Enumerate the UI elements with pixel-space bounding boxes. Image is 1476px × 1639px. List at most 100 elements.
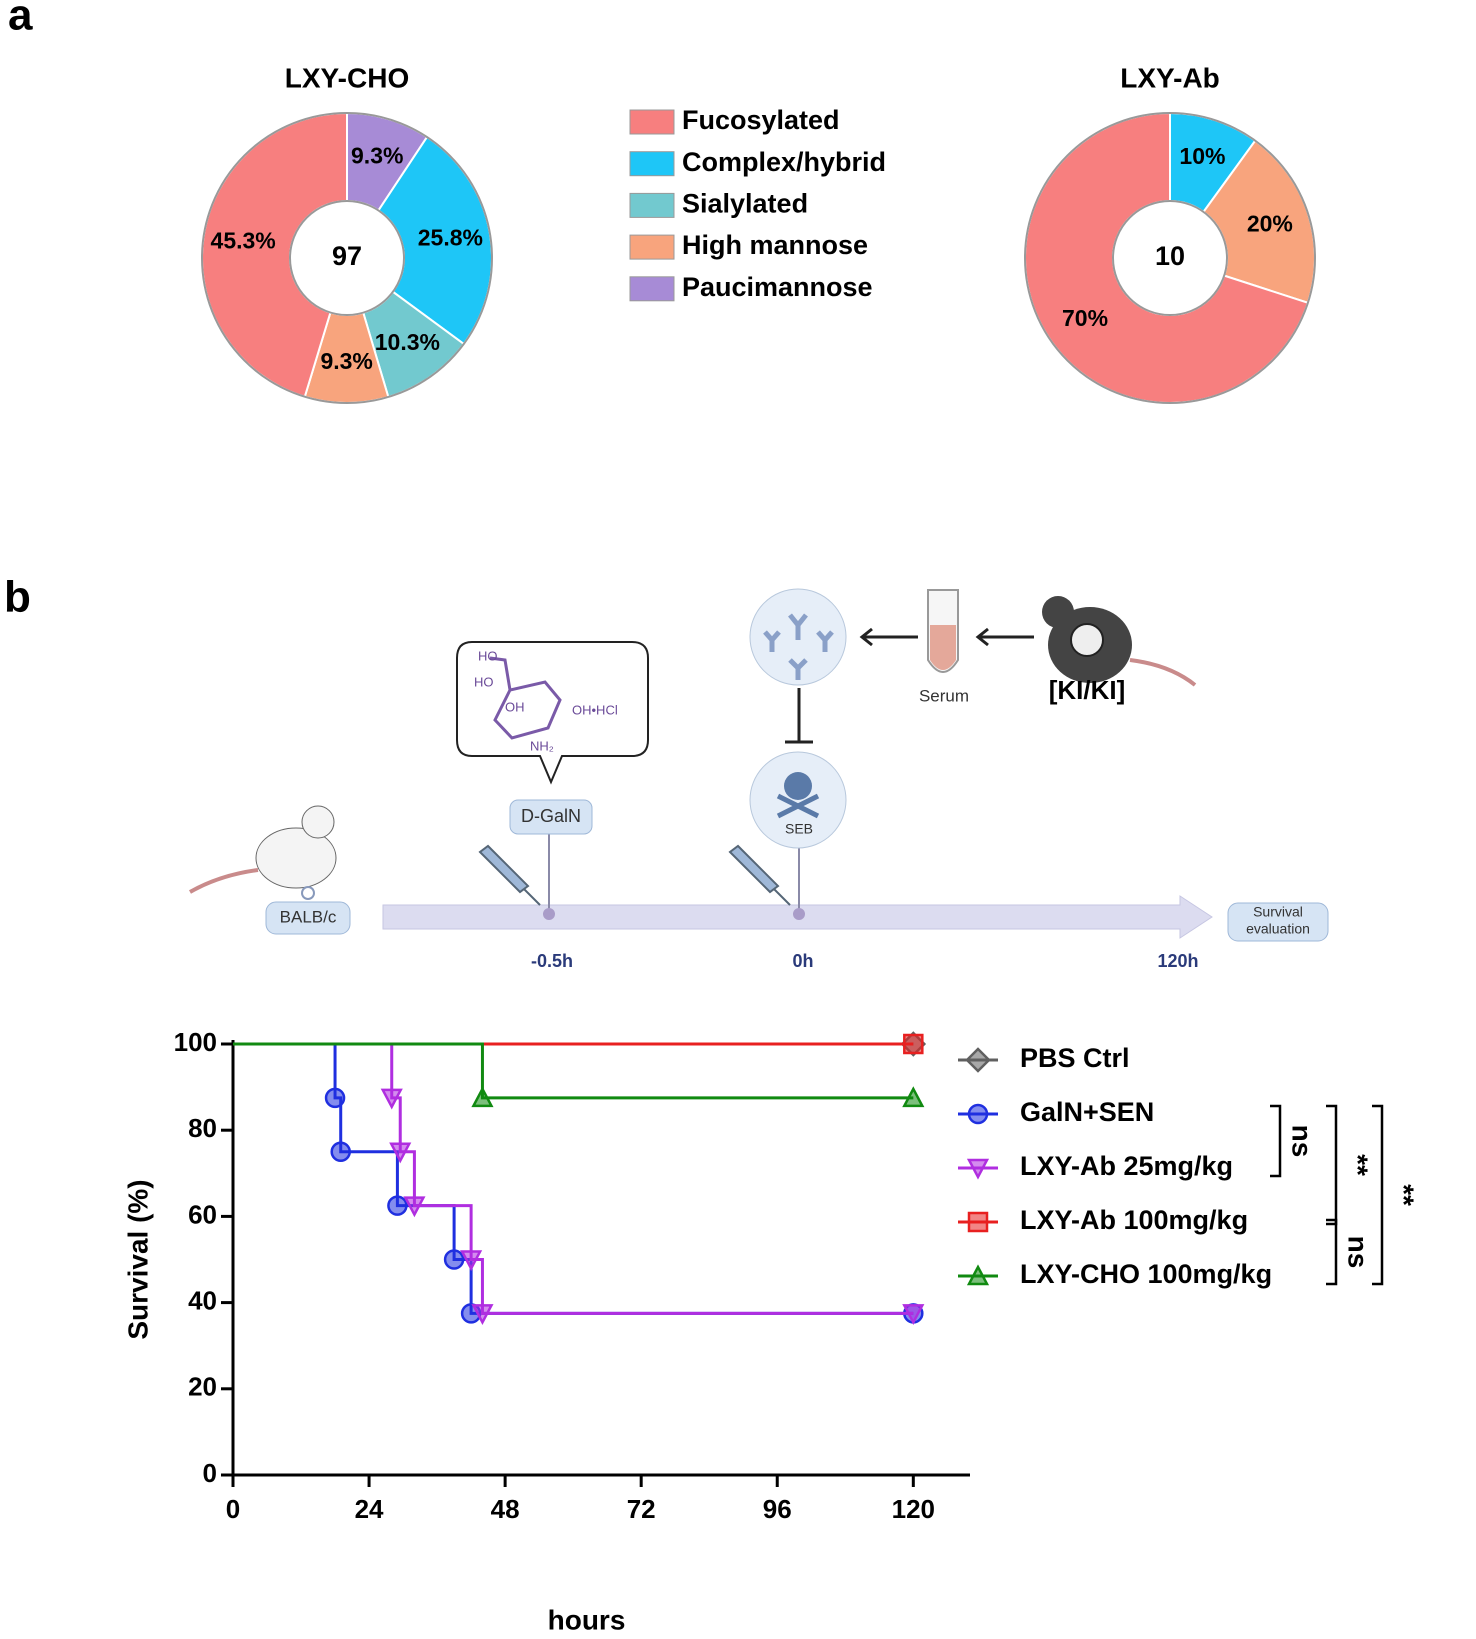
- marker: [380, 1088, 403, 1110]
- marker: [324, 1087, 346, 1109]
- marker: [902, 1086, 925, 1108]
- molecule-label: NH₂: [530, 738, 554, 753]
- time-point: [793, 908, 805, 920]
- pie-outline: [289, 200, 405, 316]
- y-tick-label: 100: [174, 1027, 217, 1057]
- marker: [471, 1086, 494, 1108]
- molecule-label: HO: [474, 674, 494, 689]
- slice-label: 9.3%: [351, 143, 403, 169]
- y-tick-label: 60: [188, 1199, 217, 1229]
- pie-outline: [1112, 200, 1228, 316]
- time-label: -0.5h: [531, 951, 573, 971]
- center-label: 97: [332, 241, 362, 271]
- legend-marker: [967, 1211, 989, 1233]
- skull-icon: [776, 793, 820, 819]
- significance-label: **: [1389, 1184, 1420, 1206]
- marker: [460, 1250, 483, 1272]
- time-label: 120h: [1157, 951, 1198, 971]
- significance-label: ns: [1287, 1125, 1318, 1158]
- tube-icon: [930, 625, 956, 670]
- y-tick-label: 80: [188, 1113, 217, 1143]
- survival-line: [233, 1042, 914, 1100]
- endpoint-label: Survival: [1253, 904, 1303, 920]
- x-tick-label: 120: [892, 1494, 935, 1524]
- strain-box: [265, 901, 351, 935]
- significance-bracket: [1326, 1104, 1338, 1226]
- callout: [456, 641, 649, 785]
- slice-label: 20%: [1247, 211, 1293, 237]
- mouse-icon: [1042, 596, 1074, 628]
- legend-label: LXY-Ab 25mg/kg: [1020, 1151, 1233, 1181]
- arrow: [975, 627, 1034, 647]
- marker: [443, 1249, 465, 1270]
- x-axis-label: hours: [548, 1604, 626, 1635]
- significance-bracket: [1326, 1218, 1338, 1286]
- legend-marker: [965, 1047, 991, 1073]
- y-tick-label: 40: [188, 1285, 217, 1315]
- legend-swatch: [629, 234, 675, 260]
- x-tick-label: 24: [355, 1494, 384, 1524]
- schematic: -0.5h 0h 120h BALB/c Survival evaluation…: [189, 588, 1329, 971]
- genotype-label: [KI/KI]: [1049, 675, 1126, 705]
- mouse-icon: [301, 805, 335, 839]
- legend-label: Sialylated: [682, 189, 808, 219]
- toxin-label: SEB: [785, 821, 813, 837]
- mouse-icon: [255, 827, 337, 889]
- agent-label: D-GalN: [521, 806, 581, 826]
- legend-label: LXY-Ab 100mg/kg: [1020, 1205, 1248, 1235]
- mouse-tail: [189, 868, 259, 894]
- significance-label: ns: [1343, 1236, 1374, 1269]
- x-tick-label: 72: [627, 1494, 656, 1524]
- legend-swatch: [629, 276, 675, 302]
- marker: [387, 1195, 408, 1216]
- legend-swatch: [629, 192, 675, 218]
- marker: [903, 1033, 924, 1055]
- icon: [1070, 623, 1104, 657]
- center-label: 10: [1155, 241, 1185, 271]
- y-tick-label: 0: [203, 1458, 217, 1488]
- strain-label: BALB/c: [280, 907, 337, 926]
- chart-title: LXY-CHO: [285, 62, 409, 93]
- legend-marker: [966, 1264, 990, 1286]
- significance-bracket: [1270, 1104, 1282, 1178]
- marker: [389, 1142, 412, 1164]
- legend-marker: [966, 1158, 990, 1180]
- marker: [330, 1141, 351, 1162]
- molecule-label: HO: [478, 648, 498, 663]
- legend-label: Fucosylated: [682, 105, 840, 135]
- molecule-label: OH•HCl: [572, 702, 618, 717]
- slice-label: 10.3%: [375, 329, 440, 355]
- x-tick-label: 0: [226, 1494, 240, 1524]
- marker: [902, 1304, 925, 1326]
- mouse-tail: [1129, 658, 1197, 687]
- legend-label: High mannose: [682, 230, 868, 260]
- legend-label: GalN+SEN: [1020, 1097, 1154, 1127]
- x-tick-label: 48: [491, 1494, 520, 1524]
- syringe-icon: [478, 844, 791, 906]
- slice-label: 70%: [1062, 305, 1108, 331]
- slice-label: 45.3%: [211, 228, 276, 254]
- pie-outline: [1024, 112, 1316, 404]
- y-axis-label: Survival (%): [122, 1179, 153, 1339]
- marker: [403, 1196, 426, 1218]
- molecule: [489, 656, 562, 740]
- endpoint-label: evaluation: [1246, 921, 1310, 937]
- legend-swatch: [629, 109, 675, 135]
- slice-label: 10%: [1179, 143, 1225, 169]
- legend-swatch: [629, 151, 675, 177]
- survival-line: [233, 1042, 914, 1315]
- legend-marker: [967, 1103, 989, 1125]
- icon: [301, 886, 315, 900]
- molecule-label: OH: [505, 699, 525, 714]
- slice-label: 25.8%: [418, 225, 483, 251]
- chart-title: LXY-Ab: [1120, 62, 1220, 93]
- y-tick-label: 20: [188, 1372, 217, 1402]
- endpoint-box: [1227, 902, 1329, 942]
- legend-label: Complex/hybrid: [682, 147, 886, 177]
- x-tick-label: 96: [763, 1494, 792, 1524]
- significance-bracket: [1372, 1104, 1384, 1286]
- significance-label: **: [1343, 1154, 1374, 1176]
- skull-icon: [784, 772, 812, 800]
- source-label: Serum: [919, 686, 969, 705]
